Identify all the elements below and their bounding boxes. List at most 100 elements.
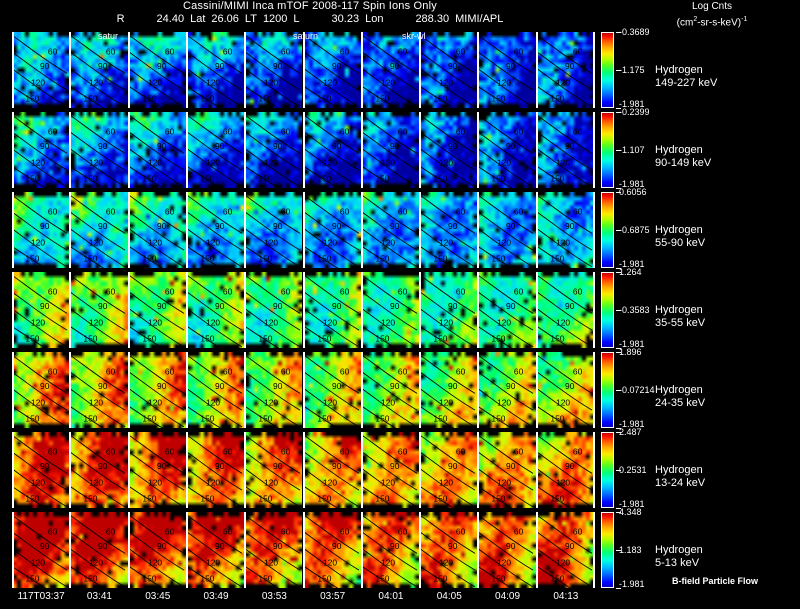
panel-separator <box>69 432 72 508</box>
panel-separator <box>535 352 538 428</box>
panel-separator <box>244 192 247 268</box>
sky-map-panel[interactable]: 60 90 120 150 <box>362 272 420 348</box>
colorbar <box>601 432 614 508</box>
colorbar-gradient <box>602 433 613 507</box>
sky-map-panel[interactable]: 60 90 120 150 <box>304 512 361 588</box>
colorbar-tick <box>616 310 621 311</box>
sky-map-panel[interactable]: 60 90 120 150 <box>479 112 536 188</box>
sky-map-panel[interactable]: 60 90 120 150 <box>362 432 420 508</box>
panel-separator <box>593 272 595 348</box>
sky-map-panel[interactable]: 60 90 120 150 <box>71 272 128 348</box>
colorbar-tick-label: 1.896 <box>619 347 642 357</box>
sky-map-panel[interactable]: 60 90 120 150 <box>304 112 361 188</box>
sky-map-panel[interactable]: 60 90 120 150 <box>421 32 478 108</box>
sky-map-panel[interactable]: 60 90 120 150 <box>187 192 245 268</box>
panel-separator <box>12 112 14 188</box>
panel-separator <box>593 352 595 428</box>
sky-map-panel[interactable]: 60 90 120 150 <box>71 432 128 508</box>
sky-map-panel[interactable]: 60 90 120 150 <box>304 192 361 268</box>
sky-map-panel[interactable]: 60 90 120 150 <box>479 32 536 108</box>
sky-map-panel[interactable]: 60 90 120 150 <box>537 272 594 348</box>
sky-map-panel[interactable]: 60 90 120 150 <box>246 192 303 268</box>
sky-map-panel[interactable]: 60 90 120 150 <box>362 112 420 188</box>
sky-map-panel[interactable]: 60 90 120 150 <box>187 32 245 108</box>
panel-separator <box>302 512 305 588</box>
sky-map-panel[interactable]: 60 90 120 150 <box>71 112 128 188</box>
ephemeris-line: R 24.40 Lat 26.06 LT 1200 L 30.23 Lon 288.30 MIMI/… <box>0 13 620 26</box>
sky-map-panel[interactable]: 60 90 120 150 <box>129 352 186 428</box>
sky-map-panel[interactable]: 60 90 120 150 <box>479 352 536 428</box>
sky-map-panel[interactable]: 60 90 120 150 <box>187 432 245 508</box>
sky-map-panel[interactable]: 60 90 120 150 <box>246 512 303 588</box>
sky-map-panel[interactable]: 60 90 120 150 <box>362 352 420 428</box>
panel-row: 60 90 120 150 60 90 120 150 60 90 120 150 60 90 120 150… <box>12 432 595 508</box>
sky-map-panel[interactable]: 60 90 120 150 <box>537 432 594 508</box>
sky-map-panel[interactable]: 60 90 120 150 <box>362 32 420 108</box>
sky-map-panel[interactable]: 60 90 120 150 <box>129 192 186 268</box>
cb-unit-post: -sr-s-keV) <box>697 17 742 29</box>
sky-map-panel[interactable]: 60 90 120 150 <box>246 272 303 348</box>
colorbar-tick <box>616 230 621 231</box>
sky-map-panel[interactable]: 60 90 120 150 <box>71 192 128 268</box>
sky-map-panel[interactable]: 60 90 120 150 <box>479 192 536 268</box>
sky-map-panel[interactable]: 60 90 120 150 <box>246 112 303 188</box>
sky-map-panel[interactable]: 60 90 120 150 <box>187 352 245 428</box>
colorbar-tick <box>616 550 621 551</box>
sky-map-panel[interactable]: 60 90 120 150 <box>304 32 361 108</box>
sky-map-panel[interactable]: 60 90 120 150 <box>13 512 70 588</box>
sky-map-panel[interactable]: 60 90 120 150 <box>304 352 361 428</box>
sky-map-panel[interactable]: 60 90 120 150 <box>13 352 70 428</box>
colorbar-tick-label: -1.175 <box>619 65 645 75</box>
sky-map-panel[interactable]: 60 90 120 150 <box>13 112 70 188</box>
sky-map-panel[interactable]: 60 90 120 150 <box>304 272 361 348</box>
time-tick-label: 117T03:37 <box>17 591 65 602</box>
sky-map-panel[interactable]: 60 90 120 150 <box>537 192 594 268</box>
sky-map-panel[interactable]: 60 90 120 150 <box>13 432 70 508</box>
sky-map-panel[interactable]: 60 90 120 150 <box>129 432 186 508</box>
sky-map-panel[interactable]: 60 90 120 150 <box>129 112 186 188</box>
sky-map-panel[interactable]: 60 90 120 150 <box>129 272 186 348</box>
sky-map-panel[interactable]: 60 90 120 150 <box>537 112 594 188</box>
sky-map-panel[interactable]: 60 90 120 150 <box>187 112 245 188</box>
sky-map-panel[interactable]: 60 90 120 150 <box>362 192 420 268</box>
l-label: L <box>293 13 300 25</box>
energy-channel: 149-227 keV <box>655 77 718 89</box>
sky-map-panel[interactable]: 60 90 120 150 <box>421 192 478 268</box>
lon-value: 288.30 <box>415 13 450 25</box>
sky-map-panel[interactable]: 60 90 120 150 <box>71 32 128 108</box>
sky-map-panel[interactable]: 60 90 120 150 <box>187 512 245 588</box>
sky-map-panel[interactable]: 60 90 120 150 <box>479 512 536 588</box>
sky-map-panel[interactable]: 60 90 120 150 <box>246 432 303 508</box>
panel-separator <box>244 352 247 428</box>
sky-map-panel[interactable]: 60 90 120 150 <box>421 112 478 188</box>
colorbar-gradient <box>602 273 613 347</box>
panel-separator <box>69 512 72 588</box>
panel-separator <box>477 352 480 428</box>
sky-map-panel[interactable]: 60 90 120 150 <box>537 32 594 108</box>
panel-separator <box>593 432 595 508</box>
lat-label: Lat <box>190 13 206 25</box>
sky-map-panel[interactable]: 60 90 120 150 <box>421 432 478 508</box>
sky-map-panel[interactable]: 60 90 120 150 <box>362 512 420 588</box>
panel-separator <box>360 192 363 268</box>
sky-map-panel[interactable]: 60 90 120 150 <box>71 352 128 428</box>
sky-map-panel[interactable]: 60 90 120 150 <box>246 32 303 108</box>
sky-map-panel[interactable]: 60 90 120 150 <box>479 272 536 348</box>
sky-map-panel[interactable]: 60 90 120 150 <box>537 512 594 588</box>
sky-map-panel[interactable]: 60 90 120 150 <box>71 512 128 588</box>
sky-map-panel[interactable]: 60 90 120 150 <box>129 512 186 588</box>
sky-map-panel[interactable]: 60 90 120 150 <box>479 432 536 508</box>
sky-map-panel[interactable]: 60 90 120 150 <box>129 32 186 108</box>
sky-map-panel[interactable]: 60 90 120 150 <box>537 352 594 428</box>
sky-map-panel[interactable]: 60 90 120 150 <box>304 432 361 508</box>
sky-map-panel[interactable]: 60 90 120 150 <box>13 192 70 268</box>
sky-map-panel[interactable]: 60 90 120 150 <box>13 32 70 108</box>
sky-map-panel[interactable]: 60 90 120 150 <box>421 272 478 348</box>
sky-map-panel[interactable]: 60 90 120 150 <box>421 352 478 428</box>
sky-map-panel[interactable]: 60 90 120 150 <box>421 512 478 588</box>
sky-map-panel[interactable]: 60 90 120 150 <box>246 352 303 428</box>
sky-map-panel[interactable]: 60 90 120 150 <box>13 272 70 348</box>
r-value: 24.40 <box>156 13 185 25</box>
colorbar <box>601 512 614 588</box>
sky-map-panel[interactable]: 60 90 120 150 <box>187 272 245 348</box>
